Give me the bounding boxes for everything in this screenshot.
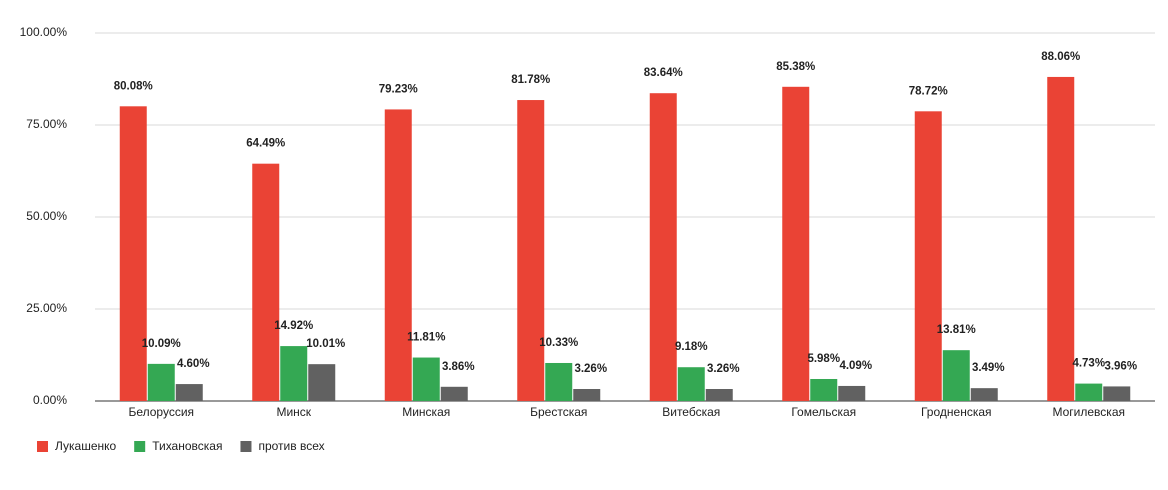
bar — [573, 389, 601, 401]
y-tick-label: 100.00% — [20, 25, 68, 39]
value-label: 3.49% — [972, 362, 1005, 374]
bar — [810, 378, 838, 401]
bar — [119, 106, 147, 401]
value-label: 10.01% — [306, 338, 345, 350]
x-tick-label: Минск — [276, 405, 311, 419]
value-label: 79.23% — [379, 83, 418, 95]
value-label: 80.08% — [114, 80, 153, 92]
x-tick-label: Минская — [402, 405, 450, 419]
value-label: 4.09% — [839, 360, 872, 372]
x-tick-label: Гомельская — [791, 405, 856, 419]
value-label: 81.78% — [511, 74, 550, 86]
bar — [308, 364, 336, 401]
bar — [677, 367, 705, 401]
bar — [147, 363, 175, 401]
bar — [970, 388, 998, 401]
value-label: 4.60% — [177, 358, 210, 370]
bar — [412, 357, 440, 401]
bar — [1075, 383, 1103, 401]
bar — [942, 350, 970, 401]
bar — [252, 163, 280, 401]
y-tick-label: 0.00% — [33, 393, 67, 407]
value-label: 14.92% — [274, 320, 313, 332]
value-label: 10.33% — [539, 337, 578, 349]
bar — [1103, 386, 1131, 401]
bar — [384, 109, 412, 402]
x-tick-label: Белоруссия — [128, 405, 194, 419]
legend-swatch — [37, 441, 48, 452]
value-label: 3.86% — [442, 361, 475, 373]
x-tick-label: Брестская — [530, 405, 587, 419]
bar — [1047, 76, 1075, 401]
legend-label: против всех — [258, 439, 324, 453]
value-label: 11.81% — [407, 332, 445, 344]
value-label: 88.06% — [1041, 51, 1080, 63]
bar — [175, 384, 203, 401]
value-label: 4.73% — [1072, 358, 1105, 370]
y-tick-label: 25.00% — [26, 301, 67, 315]
value-label: 10.09% — [142, 338, 181, 350]
x-tick-label: Витебская — [662, 405, 720, 419]
value-label: 13.81% — [937, 324, 976, 336]
x-tick-label: Могилевская — [1053, 405, 1126, 419]
value-label: 83.64% — [644, 67, 683, 79]
bar — [705, 389, 733, 401]
legend-label: Тихановская — [152, 439, 222, 453]
bar — [280, 346, 308, 401]
value-label: 3.96% — [1104, 360, 1137, 372]
bar — [440, 386, 468, 401]
value-label: 64.49% — [246, 138, 285, 150]
legend-label: Лукашенко — [55, 439, 117, 453]
bar — [914, 111, 942, 402]
value-label: 9.18% — [675, 341, 708, 353]
value-label: 78.72% — [909, 85, 948, 97]
value-label: 3.26% — [707, 363, 740, 375]
y-tick-label: 50.00% — [26, 209, 67, 223]
legend-swatch — [134, 441, 146, 452]
x-tick-label: Гродненская — [921, 405, 992, 419]
bar — [782, 86, 810, 401]
bar — [649, 93, 677, 401]
bar — [838, 385, 866, 401]
bar — [517, 100, 545, 402]
legend-swatch — [240, 441, 252, 452]
value-label: 85.38% — [776, 61, 815, 73]
value-label: 5.98% — [807, 353, 840, 365]
bar — [545, 362, 573, 401]
y-tick-label: 75.00% — [26, 117, 67, 131]
value-label: 3.26% — [574, 363, 607, 375]
